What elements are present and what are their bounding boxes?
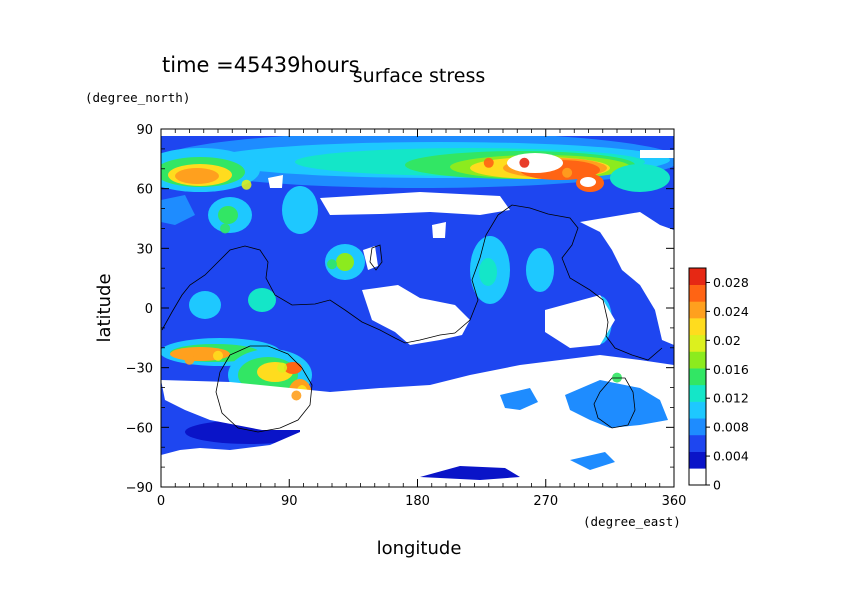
field-contour-patch — [580, 177, 596, 187]
y-tick-label: 30 — [136, 242, 153, 257]
colorbar-swatch — [689, 318, 706, 336]
colorbar-swatch — [689, 301, 706, 319]
coastline-australia — [215, 345, 313, 433]
field-contour-patch — [248, 288, 276, 312]
stress-feature-marker — [291, 390, 302, 401]
y-axis-title: latitude — [94, 273, 115, 342]
field-contour-patch — [610, 164, 670, 192]
colorbar-tick-label: 0.004 — [713, 449, 749, 464]
colorbar-swatch — [689, 401, 706, 419]
colorbar-swatch — [689, 284, 706, 302]
field-contour-patch — [268, 175, 283, 188]
x-axis-title: longitude — [377, 538, 462, 559]
colorbar-swatch — [689, 268, 706, 285]
field-contour-patch — [420, 466, 520, 480]
stress-feature-marker — [220, 223, 231, 234]
stress-feature-marker — [277, 362, 288, 373]
field-contour-patch — [161, 195, 195, 225]
field-contour-patch — [189, 291, 221, 319]
colorbar-tick-label: 0.008 — [713, 420, 749, 435]
time-label: time =45439hours — [162, 53, 360, 77]
field-contour-patch — [432, 222, 446, 238]
field-contour-patch — [282, 186, 318, 234]
stress-feature-marker — [184, 354, 195, 365]
coastline-africa — [161, 245, 456, 344]
stress-feature-marker — [519, 157, 530, 168]
x-tick-label: 270 — [533, 494, 558, 509]
colorbar: 0.028 0.024 0.02 0.016 0.012 0.008 0.004 0 — [688, 267, 749, 493]
colorbar-swatch — [689, 384, 706, 402]
y-tick-label: 90 — [136, 123, 153, 138]
colorbar-swatch — [689, 434, 706, 452]
colorbar-swatch — [689, 334, 706, 352]
field-contour-patch — [570, 452, 615, 470]
colorbar-swatch — [689, 468, 706, 486]
field-contour-patch — [526, 248, 554, 292]
field-contour-patch — [545, 295, 615, 348]
stress-feature-marker — [483, 157, 494, 168]
coastline-south-america — [593, 377, 636, 429]
colorbar-tick-label: 0 — [713, 478, 721, 493]
y-tick-label: −90 — [126, 481, 153, 496]
colorbar-frame — [688, 267, 707, 486]
x-tick-label: 180 — [405, 494, 430, 509]
colorbar-swatch — [689, 351, 706, 369]
field-contour-patch — [284, 362, 302, 374]
field-contour-patch — [565, 380, 668, 428]
field-contour-patch — [362, 285, 470, 345]
field-contour-patch — [161, 355, 674, 487]
coastline-asia — [454, 204, 663, 361]
field-contour-patch — [507, 153, 563, 173]
y-tick-label: −30 — [126, 362, 153, 377]
field-contour-patch — [218, 206, 238, 224]
chart-title: surface stress — [353, 65, 486, 87]
field-contour-patch — [336, 253, 354, 271]
y-tick-label: 0 — [145, 302, 153, 317]
stress-feature-marker — [241, 179, 252, 190]
coastlines — [161, 204, 663, 433]
x-tick-label: 0 — [157, 494, 165, 509]
colorbar-tick-label: 0.02 — [713, 333, 741, 348]
colorbar-tick-label: 0.016 — [713, 362, 749, 377]
coastline-island — [369, 244, 383, 271]
x-axis-unit: (degree_east) — [583, 514, 681, 529]
stress-feature-marker — [562, 167, 573, 178]
stress-feature-marker — [327, 259, 337, 270]
colorbar-tick-label: 0.012 — [713, 391, 749, 406]
x-tick-label: 360 — [662, 494, 687, 509]
colorbar-tick-label: 0.024 — [713, 304, 749, 319]
y-axis: 90 60 30 0 −30 −60 −90 — [126, 123, 674, 496]
x-tick-label: 90 — [281, 494, 298, 509]
heatmap-field — [161, 129, 674, 487]
stress-feature-marker — [213, 350, 223, 361]
field-contour-patch — [320, 192, 510, 215]
y-tick-label: 60 — [136, 183, 153, 198]
colorbar-swatch — [689, 368, 706, 386]
x-axis: 0 90 180 270 360 — [157, 129, 687, 509]
colorbar-tick-label: 0.028 — [713, 275, 749, 290]
colorbar-swatch — [689, 451, 706, 469]
stress-feature-marker — [191, 171, 202, 182]
field-contour-patch — [580, 212, 674, 345]
colorbar-swatch — [689, 418, 706, 436]
field-contour-patch — [479, 258, 497, 286]
field-contour-patch — [500, 388, 538, 410]
field-contour-patch — [640, 150, 674, 158]
y-axis-unit: (degree_north) — [85, 90, 190, 105]
y-tick-label: −60 — [126, 421, 153, 436]
